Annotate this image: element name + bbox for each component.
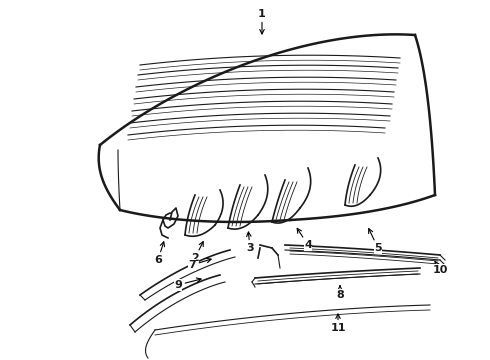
Text: 6: 6 xyxy=(154,242,165,265)
Text: 4: 4 xyxy=(297,228,312,250)
Text: 9: 9 xyxy=(174,278,201,290)
Text: 7: 7 xyxy=(188,258,211,270)
Text: 8: 8 xyxy=(336,286,344,300)
Text: 2: 2 xyxy=(191,242,203,263)
Text: 5: 5 xyxy=(368,229,382,253)
Text: 11: 11 xyxy=(330,314,346,333)
Text: 1: 1 xyxy=(258,9,266,34)
Text: 3: 3 xyxy=(246,232,254,253)
Text: 10: 10 xyxy=(432,261,448,275)
